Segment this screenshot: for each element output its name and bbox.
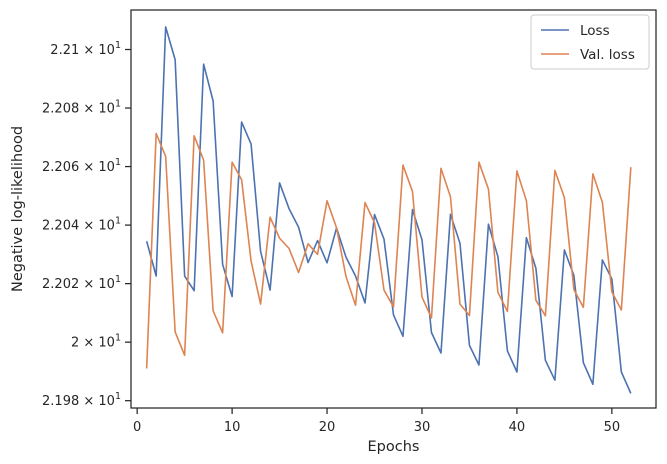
series-line-val-loss bbox=[145, 132, 632, 369]
x-axis-label: Epochs bbox=[368, 439, 420, 455]
x-tick-label: 40 bbox=[509, 420, 526, 435]
y-axis-label: Negative log-likelihood bbox=[10, 126, 26, 292]
series-line-loss bbox=[145, 26, 632, 394]
legend: Loss Val. loss bbox=[530, 14, 650, 70]
x-tick-label: 50 bbox=[604, 420, 621, 435]
y-tick-label: 2.204 × 101 bbox=[42, 216, 121, 234]
x-tick-label: 30 bbox=[414, 420, 431, 435]
x-tick-label: 0 bbox=[133, 420, 141, 435]
x-axis: 0 10 20 30 40 50 bbox=[133, 408, 620, 435]
y-tick-label: 2 × 101 bbox=[71, 333, 121, 351]
plot-frame bbox=[130, 9, 657, 409]
series-layer bbox=[145, 26, 632, 394]
x-tick-label: 10 bbox=[224, 420, 241, 435]
plot-area bbox=[131, 10, 656, 408]
y-tick-label: 2.206 × 101 bbox=[42, 157, 121, 175]
y-tick-label: 2.202 × 101 bbox=[42, 274, 121, 292]
y-tick-label: 2.198 × 101 bbox=[42, 391, 121, 409]
y-tick-label: 2.21 × 101 bbox=[50, 40, 121, 58]
legend-label-val-loss: Val. loss bbox=[580, 47, 635, 63]
legend-label-loss: Loss bbox=[580, 23, 610, 39]
legend-box bbox=[530, 14, 650, 70]
x-tick-label: 20 bbox=[319, 420, 336, 435]
y-axis: 2.198 × 101 2 × 101 2.202 × 101 2.204 × 101… bbox=[42, 40, 131, 409]
y-tick-label: 2.208 × 101 bbox=[42, 99, 121, 117]
